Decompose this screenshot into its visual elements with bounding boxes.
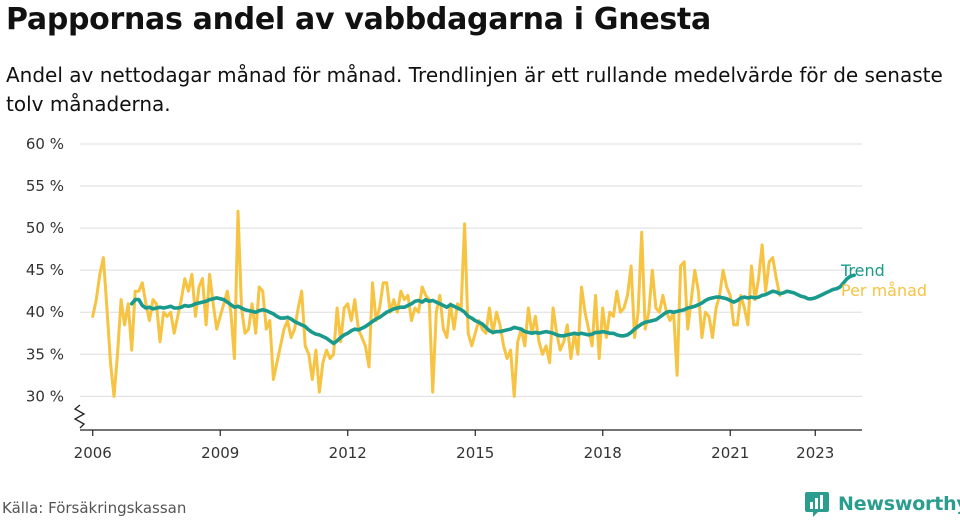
x-tick-label: 2009	[201, 444, 239, 462]
monthly-line	[91, 209, 782, 398]
x-tick-label: 2012	[329, 444, 367, 462]
axis-break-icon	[73, 404, 86, 429]
x-axis: 2006 2009 2012 2015 2018 2021 2023	[73, 404, 862, 462]
chart-title: Pappornas andel av vabbdagarna i Gnesta	[6, 2, 711, 37]
y-tick-label: 30 %	[26, 387, 64, 405]
trend-line	[129, 273, 857, 346]
chart-subtitle: Andel av nettodagar månad för månad. Tre…	[6, 63, 943, 116]
x-tick-label: 2021	[711, 444, 749, 462]
legend-per-manad: Per månad	[841, 281, 927, 300]
x-tick-label: 2006	[74, 444, 112, 462]
newsworthy-logo-icon	[805, 492, 829, 517]
y-tick-label: 35 %	[26, 345, 64, 363]
y-tick-label: 55 %	[26, 177, 64, 195]
x-tick-label: 2018	[584, 444, 622, 462]
source-note: Källa: Försäkringskassan	[2, 499, 187, 517]
legend-trend: Trend	[840, 261, 885, 280]
brand-logo[interactable]: Newsworthy	[804, 490, 960, 518]
grid-lines	[80, 143, 862, 397]
brand-name: Newsworthy	[838, 493, 960, 515]
y-tick-label: 60 %	[26, 135, 64, 153]
x-tick-label: 2023	[796, 444, 834, 462]
series-lines	[91, 209, 857, 398]
y-tick-label: 45 %	[26, 261, 64, 279]
y-tick-label: 50 %	[26, 219, 64, 237]
y-tick-label: 40 %	[26, 303, 64, 321]
y-axis-labels: 30 % 35 % 40 % 45 % 50 % 55 % 60 %	[26, 135, 64, 405]
x-tick-label: 2015	[456, 444, 494, 462]
